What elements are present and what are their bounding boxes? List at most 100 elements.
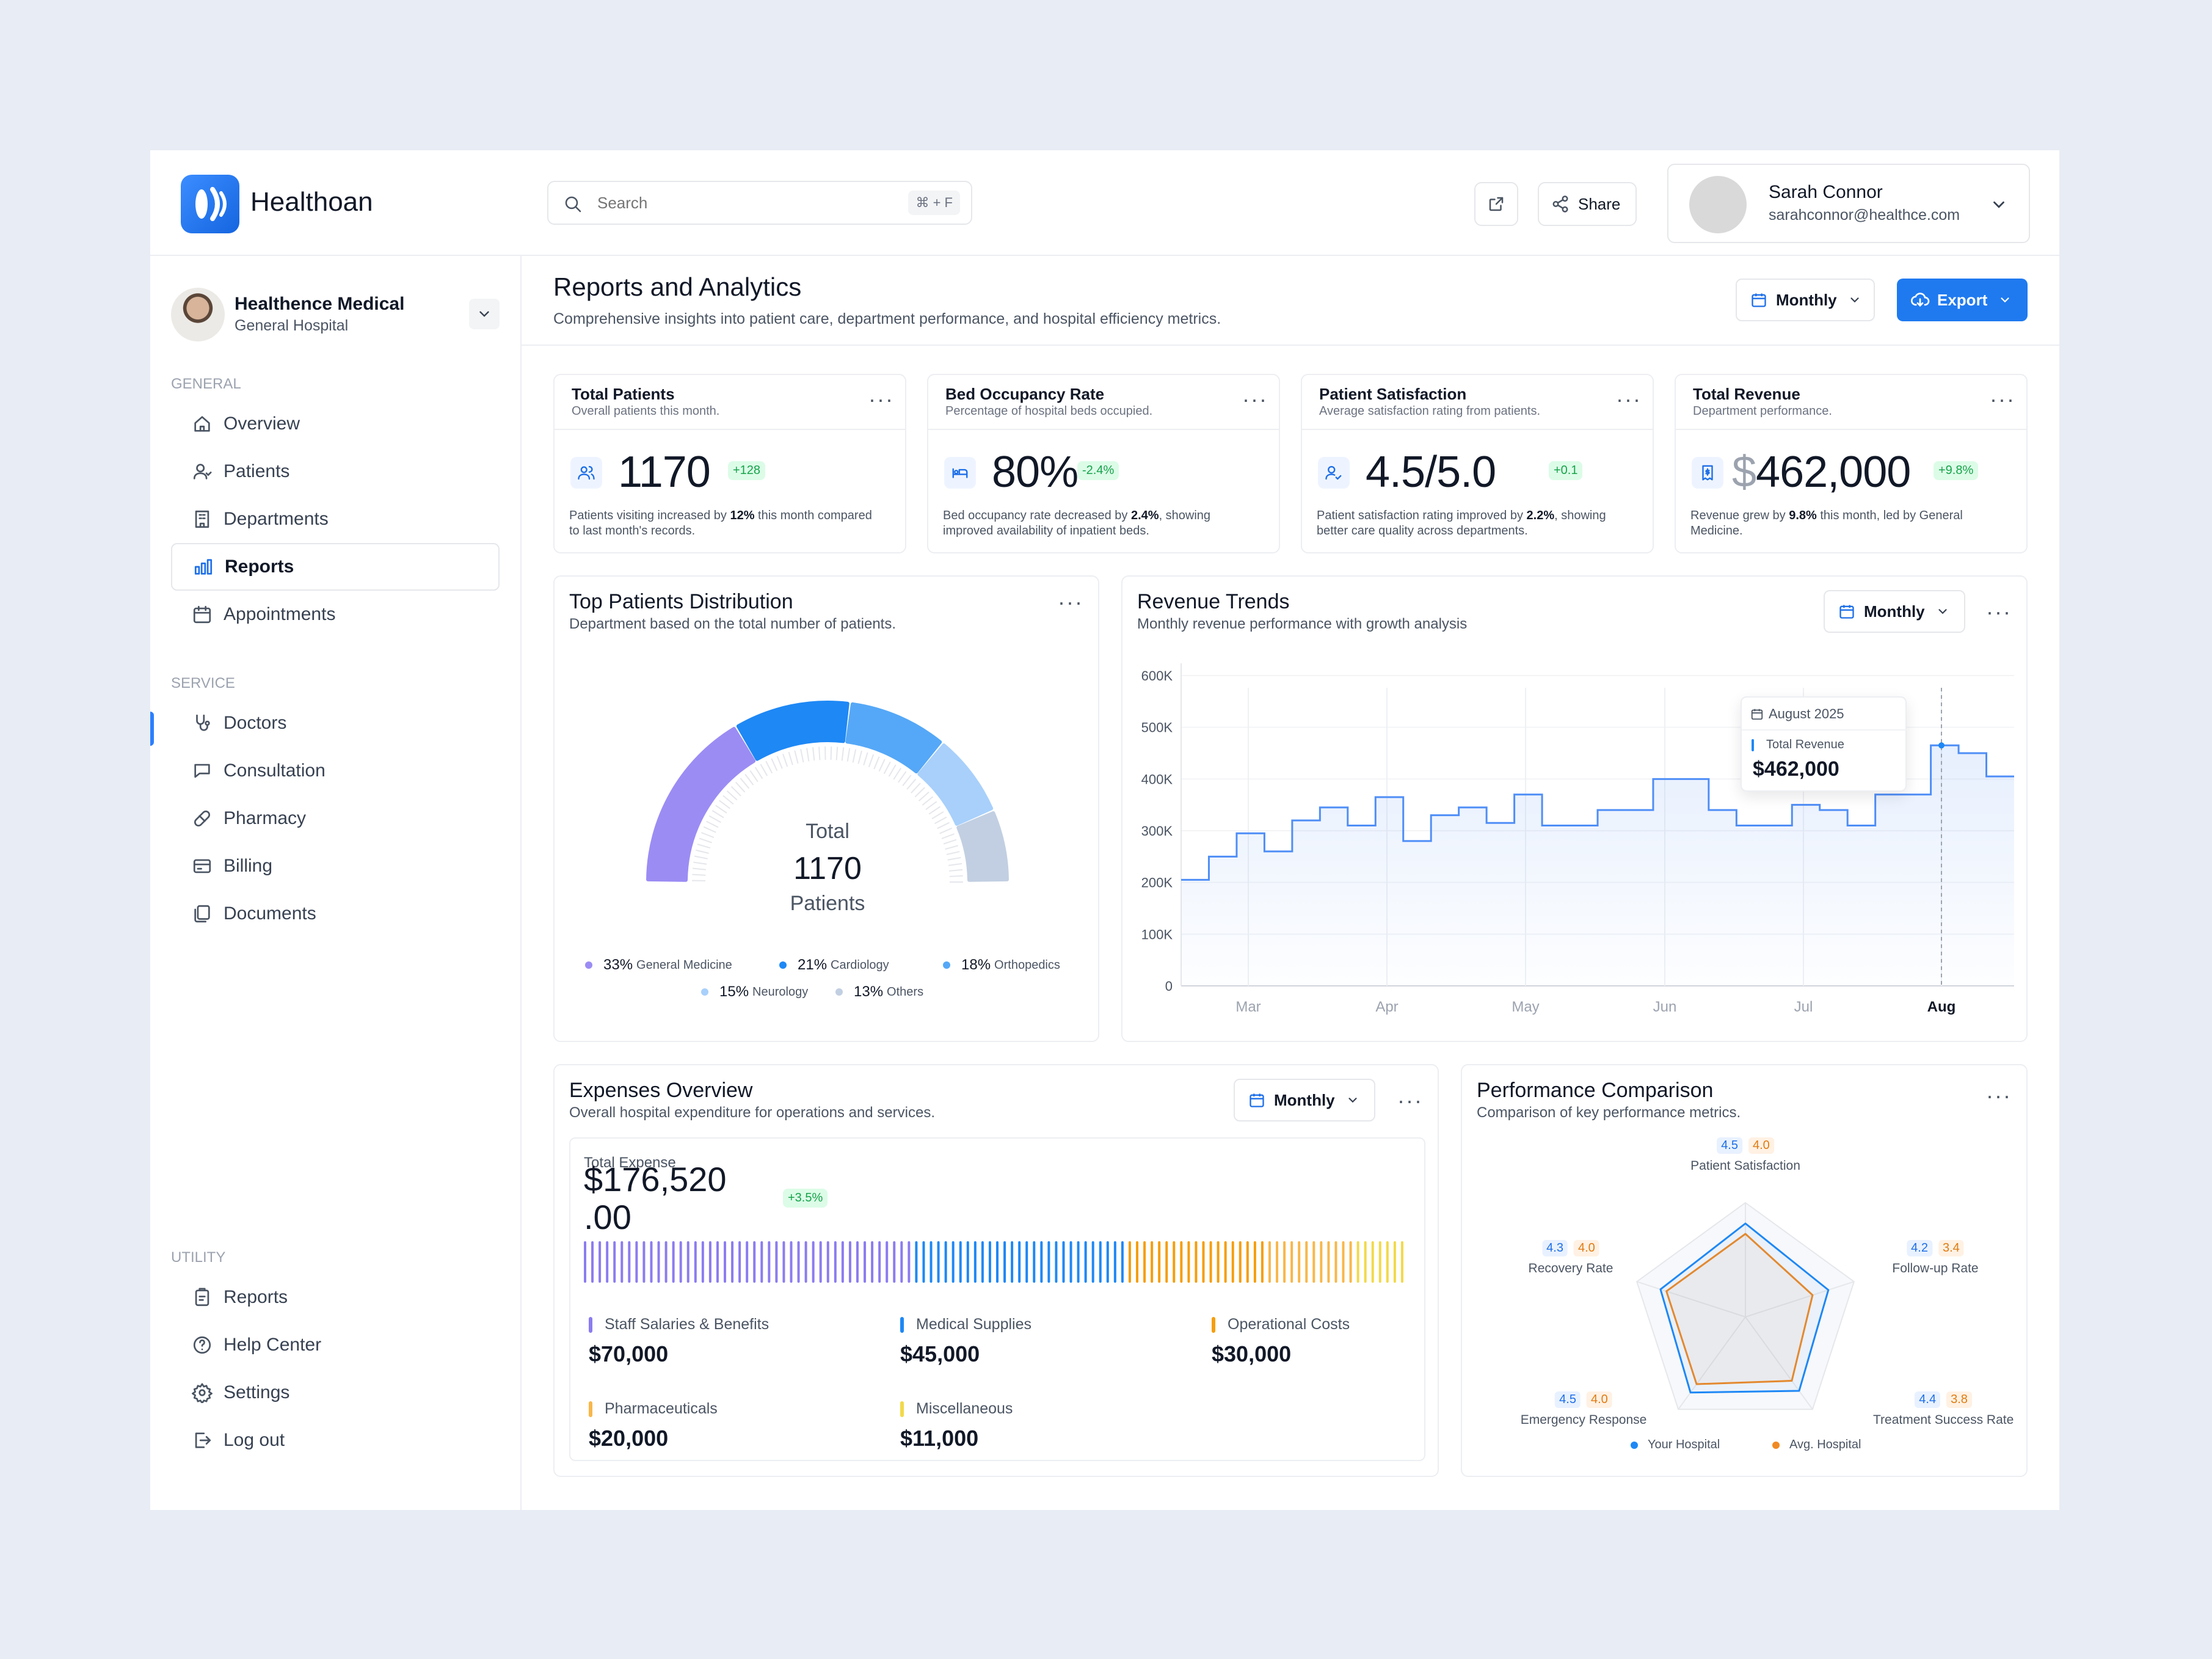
sidebar-item-appointments[interactable]: Appointments: [171, 591, 500, 638]
calendar-icon: [1250, 1093, 1264, 1107]
kpi-card: Total Revenue Department performance. ··…: [1675, 374, 2028, 553]
expense-strip-bar: [598, 1241, 602, 1283]
org-name: Healthence Medical: [235, 294, 405, 314]
sidebar-item-help-center[interactable]: Help Center: [171, 1321, 500, 1369]
expense-strip-bar: [1158, 1241, 1161, 1283]
kpi-more-button[interactable]: ···: [868, 387, 894, 412]
expense-strip-bar: [1371, 1241, 1374, 1283]
external-link-button[interactable]: [1474, 182, 1518, 226]
kpi-title: Total Patients: [572, 385, 675, 403]
org-switch-button[interactable]: [469, 299, 500, 329]
tooltip-label: Total Revenue: [1766, 738, 1844, 751]
revenue-subtitle: Monthly revenue performance with growth …: [1137, 616, 1468, 632]
donut-tick: [794, 750, 799, 764]
category-marker: [589, 1401, 592, 1417]
total-expense-label: Total Expense: [584, 1154, 676, 1171]
kpi-description: Revenue grew by 9.8% this month, led by …: [1690, 508, 1996, 539]
expense-strip-bar: [1040, 1241, 1043, 1283]
expense-strip-bar: [1253, 1241, 1256, 1283]
sidebar-item-documents[interactable]: Documents: [171, 890, 500, 938]
period-select[interactable]: Monthly: [1736, 279, 1875, 321]
legend-name: Others: [887, 985, 924, 999]
radar-value-avg: 3.4: [1938, 1240, 1964, 1256]
sidebar-item-label: Pharmacy: [224, 808, 307, 828]
expense-strip-bar: [1018, 1241, 1021, 1283]
expense-strip-bar: [1099, 1241, 1102, 1283]
sidebar-item-consultation[interactable]: Consultation: [171, 747, 500, 795]
kpi-value-number: 462,000: [1756, 448, 1911, 497]
export-button[interactable]: Export: [1897, 279, 2028, 321]
sidebar-item-doctors[interactable]: Doctors: [171, 699, 500, 747]
donut-tick: [902, 775, 912, 787]
expense-strip-bar: [1246, 1241, 1249, 1283]
donut-tick: [730, 786, 741, 797]
distribution-subtitle: Department based on the total number of …: [569, 616, 896, 632]
calendar-icon: [193, 605, 211, 624]
user-menu[interactable]: Sarah Connor sarahconnor@healthce.com: [1667, 164, 2030, 243]
legend-dot: [943, 961, 950, 969]
sidebar-item-patients[interactable]: Patients: [171, 448, 500, 495]
donut-slice-neurology[interactable]: [917, 743, 994, 826]
sidebar-item-settings[interactable]: Settings: [171, 1369, 500, 1417]
share-button[interactable]: Share: [1538, 182, 1637, 226]
donut-tick: [703, 826, 716, 833]
legend-pct: 33%: [603, 957, 633, 973]
donut-slice-orthopedics[interactable]: [845, 702, 942, 774]
search-box[interactable]: ⌘ + F: [547, 181, 972, 225]
donut-tick: [765, 760, 773, 774]
radar-axis-label: 4.3 4.0 Recovery Rate: [1529, 1240, 1613, 1276]
kpi-value-number: 80%: [992, 448, 1079, 497]
kpi-more-button[interactable]: ···: [1616, 387, 1642, 412]
expense-strip-bar: [878, 1241, 881, 1283]
search-input[interactable]: [597, 191, 866, 215]
revenue-period-select[interactable]: Monthly: [1824, 590, 1965, 633]
help-icon: [193, 1336, 211, 1354]
expense-strip-bar: [1364, 1241, 1367, 1283]
radar-series-avg-hospital: [1665, 1233, 1814, 1385]
donut-tick: [735, 781, 746, 793]
expense-strip-bar: [915, 1241, 918, 1283]
kpi-value-number: 4.5/5.0: [1366, 448, 1496, 497]
share-label: Share: [1578, 194, 1621, 213]
sidebar-item-departments[interactable]: Departments: [171, 495, 500, 543]
donut-slice-others[interactable]: [956, 811, 1009, 882]
header-divider: [522, 345, 2059, 346]
sidebar-item-billing[interactable]: Billing: [171, 842, 500, 890]
radar-spoke: [1636, 1281, 1746, 1318]
donut-tick: [700, 832, 715, 838]
kpi-divider: [1676, 429, 2026, 430]
expense-strip-bar: [591, 1241, 594, 1283]
kpi-more-button[interactable]: ···: [1242, 387, 1268, 412]
expenses-period-select[interactable]: Monthly: [1234, 1079, 1375, 1121]
active-point[interactable]: [1938, 742, 1945, 749]
sidebar-item-reports[interactable]: Reports: [171, 543, 500, 591]
donut-slice-general-medicine[interactable]: [646, 727, 756, 882]
kpi-icon-badge: [570, 457, 602, 489]
donut-tick: [939, 827, 953, 834]
category-value: $70,000: [589, 1341, 669, 1366]
sidebar-item-reports[interactable]: Reports: [171, 1274, 500, 1321]
total-expense-value: $176,520.00: [584, 1161, 727, 1236]
expense-strip-bar: [804, 1241, 807, 1283]
sidebar-item-log-out[interactable]: Log out: [171, 1417, 500, 1464]
donut-tick: [830, 746, 832, 760]
brand-logo-icon[interactable]: [181, 175, 239, 233]
donut-tick: [749, 770, 759, 782]
donut-tick: [760, 764, 768, 776]
expenses-more-button[interactable]: ···: [1397, 1088, 1423, 1113]
user-name: Sarah Connor: [1769, 182, 1883, 202]
kpi-more-button[interactable]: ···: [1990, 387, 2015, 412]
donut-tick: [841, 747, 845, 761]
receipt-icon: [1702, 465, 1713, 481]
legend-item: 33% General Medicine: [585, 957, 732, 974]
search-icon: [565, 196, 581, 213]
legend-dot: [585, 961, 592, 969]
sidebar-item-label: Reports: [224, 1287, 288, 1307]
sidebar-item-overview[interactable]: Overview: [171, 400, 500, 448]
sidebar-item-pharmacy[interactable]: Pharmacy: [171, 795, 500, 842]
donut-slice-cardiology[interactable]: [736, 701, 850, 761]
brand-name: Healthoan: [250, 187, 373, 217]
category-value: $20,000: [589, 1426, 669, 1451]
radar-series-your-hospital: [1659, 1222, 1830, 1394]
category-value: $30,000: [1212, 1341, 1292, 1366]
